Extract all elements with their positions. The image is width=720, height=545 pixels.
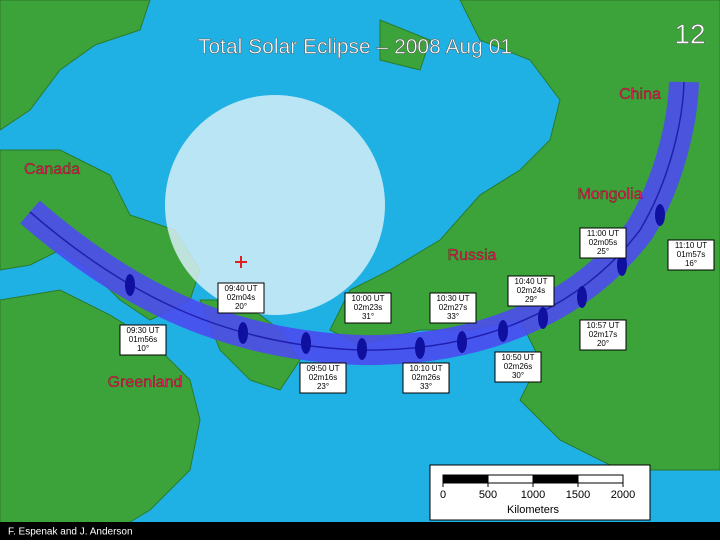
scale-tick-label: 2000 xyxy=(611,489,635,501)
time-box xyxy=(299,362,347,394)
central-line xyxy=(29,81,685,351)
time-box-text: 10° xyxy=(137,344,149,353)
time-box-text: 31° xyxy=(362,312,374,321)
time-box-text: 10:57 UT xyxy=(587,321,620,330)
time-box-text: 33° xyxy=(420,382,432,391)
time-box-text: 11:00 UT xyxy=(587,229,619,238)
scale-segment xyxy=(443,475,488,483)
scale-tick-label: 0 xyxy=(440,489,446,501)
time-box xyxy=(579,319,627,351)
scale-tick-label: 1500 xyxy=(566,489,590,501)
scale-box xyxy=(429,464,651,521)
time-box-text: 10:30 UT xyxy=(437,294,470,303)
time-box xyxy=(119,324,167,356)
country-label: Mongolia xyxy=(578,186,643,203)
country-label: Russia xyxy=(448,247,497,264)
time-box-text: 02m24s xyxy=(517,286,545,295)
scale-tick-label: 1000 xyxy=(521,489,545,501)
time-box-text: 09:50 UT xyxy=(307,364,340,373)
slide-number: 12 xyxy=(674,18,705,49)
time-box-text: 02m26s xyxy=(504,362,532,371)
time-box xyxy=(579,227,627,259)
time-box-text: 02m04s xyxy=(227,293,255,302)
country-label: China xyxy=(619,86,661,103)
credit: F. Espenak and J. Anderson xyxy=(8,527,133,538)
time-box-text: 01m56s xyxy=(129,335,157,344)
time-box-text: 01m57s xyxy=(677,250,705,259)
polar-ice xyxy=(165,95,385,315)
scale-tick-label: 500 xyxy=(479,489,497,501)
time-box-text: 02m16s xyxy=(309,373,337,382)
time-box-text: 10:40 UT xyxy=(515,277,548,286)
time-box-text: 23° xyxy=(317,382,329,391)
time-box-text: 29° xyxy=(525,295,537,304)
time-box xyxy=(344,292,392,324)
country-label: Canada xyxy=(24,161,80,178)
time-box-text: 16° xyxy=(685,259,697,268)
time-box-text: 10:10 UT xyxy=(410,364,443,373)
time-box xyxy=(217,282,265,314)
time-box-text: 20° xyxy=(597,339,609,348)
time-box-text: 10:00 UT xyxy=(352,294,385,303)
time-box xyxy=(507,275,555,307)
scale-segment xyxy=(533,475,578,483)
time-box-text: 25° xyxy=(597,247,609,256)
time-box-text: 09:40 UT xyxy=(225,284,258,293)
time-box-text: 11:10 UT xyxy=(675,241,707,250)
time-box-text: 20° xyxy=(235,302,247,311)
time-box-text: 02m23s xyxy=(354,303,382,312)
time-box xyxy=(494,351,542,383)
time-box-text: 30° xyxy=(512,371,524,380)
time-box-text: 33° xyxy=(447,312,459,321)
umbra-shadows xyxy=(125,204,665,360)
time-box xyxy=(402,362,450,394)
title: Total Solar Eclipse – 2008 Aug 01 xyxy=(198,36,512,59)
pole-marker xyxy=(235,256,247,268)
credit-bar xyxy=(0,522,720,540)
time-box-text: 02m17s xyxy=(589,330,617,339)
time-box xyxy=(429,292,477,324)
time-box-text: 02m27s xyxy=(439,303,467,312)
time-box-text: 02m05s xyxy=(589,238,617,247)
time-box xyxy=(667,239,715,271)
time-box-text: 02m26s xyxy=(412,373,440,382)
scale-unit: Kilometers xyxy=(507,504,559,516)
time-box-text: 10:50 UT xyxy=(502,353,535,362)
time-box-text: 09:30 UT xyxy=(127,326,160,335)
country-label: Greenland xyxy=(108,374,183,391)
